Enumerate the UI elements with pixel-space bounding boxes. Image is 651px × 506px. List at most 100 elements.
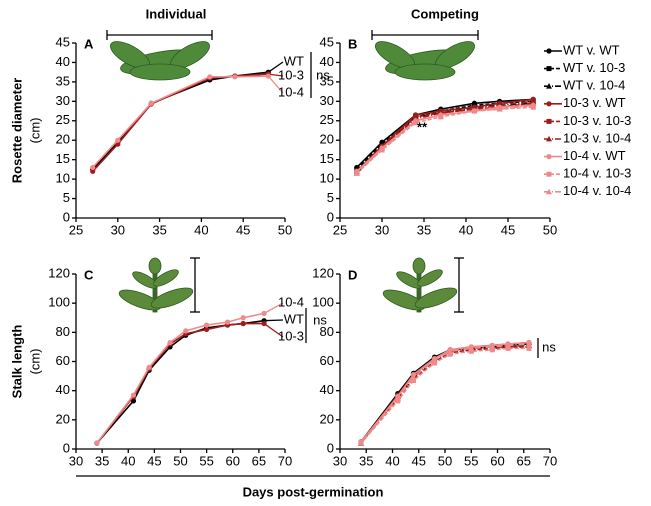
marker: [410, 374, 417, 380]
x-tick-label: 35: [152, 222, 166, 237]
marker: [115, 137, 121, 143]
marker: [546, 135, 552, 142]
brackets: [76, 30, 550, 477]
x-tick-label: 70: [278, 453, 292, 468]
marker: [204, 326, 210, 333]
label-leader: [267, 75, 284, 94]
plant-images: [110, 41, 475, 313]
x-tick-label: 45: [412, 453, 426, 468]
annotation: ns: [542, 339, 556, 354]
label-leader: [264, 319, 284, 322]
x-tick-label: 45: [147, 453, 161, 468]
y-tick-label: 0: [327, 440, 334, 455]
marker: [394, 394, 401, 401]
y-tick-label: 40: [320, 54, 334, 69]
y-tick-label: 20: [56, 411, 70, 426]
y-tick-label: 15: [56, 151, 70, 166]
label-leader: [263, 323, 284, 338]
x-tick-label: 40: [459, 222, 473, 237]
marker: [90, 168, 96, 174]
x-tick-label: 35: [359, 453, 373, 468]
x-tick-label: 30: [375, 222, 389, 237]
marker: [431, 356, 438, 363]
x-tick-label: 30: [111, 222, 125, 237]
series-line: [360, 344, 530, 444]
panel-letter: A: [84, 36, 94, 51]
series-line: [356, 102, 534, 172]
series-line: [96, 319, 265, 444]
series-line: [356, 104, 534, 172]
x-tick-label: 40: [385, 453, 399, 468]
series-label: WT: [284, 53, 304, 68]
marker: [546, 101, 552, 107]
marker: [546, 66, 552, 72]
y-axis-title: Stalk length: [9, 325, 24, 399]
marker: [468, 348, 474, 354]
marker: [546, 48, 552, 54]
series-line: [92, 75, 269, 168]
panel-letter: D: [348, 267, 357, 282]
y-tick-label: 40: [56, 54, 70, 69]
x-tick-label: 60: [226, 453, 240, 468]
x-tick-label: 40: [194, 222, 208, 237]
marker: [468, 345, 475, 351]
y-tick-label: 45: [320, 34, 334, 49]
legend-label: 10-4 v. WT: [563, 148, 626, 163]
marker: [240, 320, 246, 327]
y-tick-label: 20: [320, 132, 334, 147]
x-tick-label: 35: [417, 222, 431, 237]
y-axis-title: Rosette diameter: [9, 78, 24, 183]
marker: [90, 164, 96, 171]
y-tick-label: 60: [56, 353, 70, 368]
marker: [471, 107, 478, 114]
x-tick-label: 50: [278, 222, 292, 237]
x-tick-label: 30: [333, 453, 347, 468]
series-line: [96, 312, 265, 444]
y-tick-label: 45: [56, 34, 70, 49]
series-label: 10-4: [278, 84, 304, 99]
marker: [432, 360, 437, 366]
marker: [412, 117, 419, 124]
x-tick-label: 40: [121, 453, 135, 468]
series-label: 10-3: [278, 67, 304, 82]
series-line: [92, 71, 269, 170]
y-tick-label: 100: [48, 295, 70, 310]
annotation: ns: [316, 67, 330, 82]
y-tick-label: 10: [56, 171, 70, 186]
marker: [183, 328, 189, 334]
marker: [224, 319, 231, 325]
marker: [489, 347, 495, 353]
marker: [530, 98, 537, 104]
marker: [437, 111, 444, 118]
marker: [530, 102, 537, 108]
y-tick-label: 40: [56, 382, 70, 397]
x-axis-title: Days post-germination: [243, 484, 384, 499]
annotation: **: [417, 119, 428, 134]
marker: [240, 315, 246, 321]
legend-label: 10-4 v. 10-4: [563, 183, 631, 198]
column-title: Competing: [411, 6, 479, 21]
y-tick-label: 25: [56, 112, 70, 127]
series-line: [360, 344, 529, 444]
series-line: [360, 347, 529, 444]
marker: [207, 74, 213, 80]
marker: [204, 322, 210, 328]
marker: [447, 348, 454, 354]
marker: [526, 345, 532, 351]
y-tick-label: 20: [320, 411, 334, 426]
y-tick-label: 15: [320, 151, 334, 166]
y-tick-label: 0: [63, 209, 70, 224]
y-tick-label: 40: [320, 382, 334, 397]
marker: [496, 105, 503, 112]
x-tick-label: 55: [199, 453, 213, 468]
label-leader: [263, 302, 284, 314]
x-tick-label: 60: [490, 453, 504, 468]
marker: [505, 345, 511, 351]
y-tick-label: 80: [56, 324, 70, 339]
marker: [546, 188, 552, 195]
label-leader: [267, 61, 284, 73]
y-tick-label: 10: [320, 171, 334, 186]
panel-letter: B: [348, 36, 357, 51]
marker: [546, 83, 552, 89]
